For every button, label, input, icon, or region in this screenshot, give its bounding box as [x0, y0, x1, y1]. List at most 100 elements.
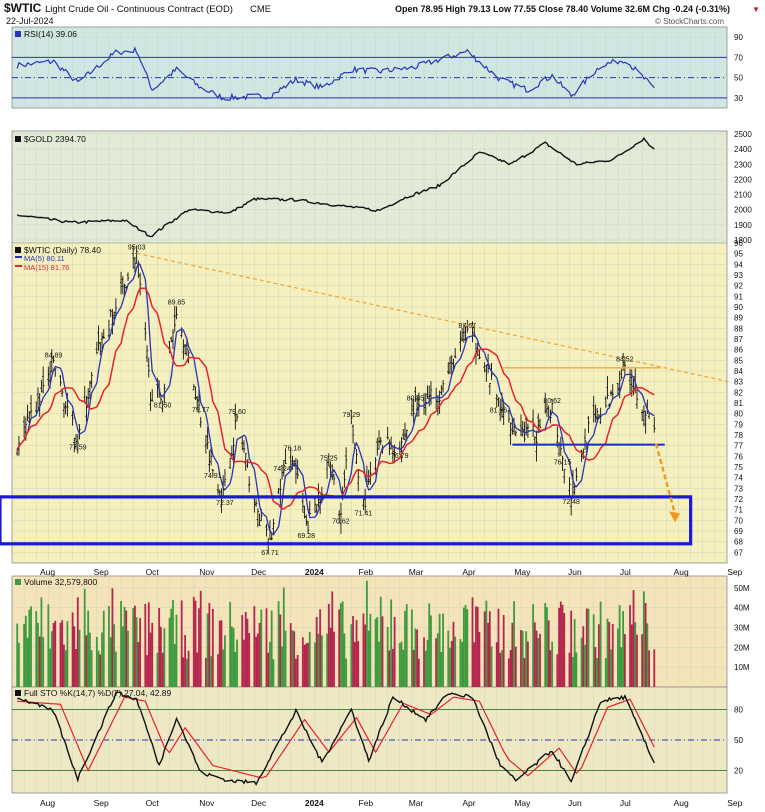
volume-bar — [277, 601, 280, 687]
price-tick-label: 72 — [734, 495, 743, 504]
sto-tick-label: 50 — [734, 736, 743, 745]
volume-bar — [317, 633, 320, 687]
volume-bar — [234, 652, 237, 687]
volume-bar — [466, 609, 469, 687]
volume-bar — [561, 604, 564, 687]
chart-date: 22-Jul-2024 — [6, 16, 54, 26]
volume-bar — [568, 652, 571, 687]
volume-bar — [256, 633, 259, 687]
volume-bar — [449, 647, 451, 687]
volume-bar — [161, 652, 164, 687]
price-tick-label: 67 — [734, 548, 743, 557]
volume-bar — [196, 652, 199, 687]
volume-bar — [90, 650, 93, 687]
price-annotation: 79.60 — [228, 409, 246, 416]
price-tick-label: 80 — [734, 410, 743, 419]
price-annotation: 77.59 — [69, 444, 87, 451]
volume-bar — [28, 609, 31, 687]
volume-bar — [66, 621, 69, 687]
volume-bar — [113, 624, 116, 687]
volume-bar — [307, 642, 309, 687]
x-axis-label: Sep — [94, 798, 109, 808]
volume-bar — [180, 600, 183, 687]
volume-bar — [617, 628, 619, 687]
volume-bar — [587, 608, 590, 687]
volume-bar — [158, 607, 161, 687]
gold-tick-label: 1900 — [734, 221, 752, 230]
volume-bar — [423, 637, 425, 687]
volume-bar — [315, 616, 318, 687]
price-tick-label: 84 — [734, 367, 743, 376]
volume-bar — [551, 641, 554, 687]
volume-bar — [630, 624, 633, 687]
volume-bar — [218, 620, 221, 687]
volume-bar — [102, 610, 105, 687]
price-annotation: 75.25 — [320, 455, 338, 462]
x-axis-label: Sep — [727, 567, 742, 577]
volume-bar — [402, 649, 405, 687]
gold-tick-label: 2500 — [734, 130, 752, 139]
x-axis-label: Aug — [40, 567, 55, 577]
volume-bar — [450, 640, 453, 687]
volume-bar — [495, 642, 498, 687]
volume-bar — [83, 588, 86, 687]
price-annotation: 79.29 — [343, 412, 361, 419]
volume-bar — [653, 649, 656, 687]
volume-bar — [260, 609, 263, 687]
volume-bar — [502, 615, 505, 687]
volume-bar — [320, 635, 323, 687]
volume-bar — [398, 643, 401, 687]
volume-bar — [611, 623, 614, 687]
volume-bar — [163, 628, 166, 687]
price-tick-label: 81 — [734, 399, 743, 408]
volume-bar — [50, 631, 53, 687]
price-annotation: 87.67 — [459, 323, 477, 330]
volume-bar — [194, 600, 197, 687]
volume-bar — [454, 636, 457, 687]
volume-bar — [121, 626, 124, 687]
volume-bar — [353, 641, 356, 687]
volume-bar — [24, 615, 27, 687]
volume-bar — [364, 624, 367, 687]
x-axis-label: Dec — [251, 567, 267, 577]
volume-bar — [596, 658, 599, 687]
x-axis-label: May — [514, 798, 531, 808]
volume-bar — [544, 603, 547, 687]
price-tick-label: 95 — [734, 250, 743, 259]
price-annotation: 84.89 — [45, 353, 63, 360]
x-axis-label: Jul — [620, 567, 631, 577]
volume-bar — [488, 611, 491, 687]
volume-bar — [301, 637, 304, 687]
volume-bar — [246, 618, 249, 687]
volume-bar — [30, 606, 32, 687]
volume-bar — [648, 650, 650, 687]
price-annotation: 80.85 — [407, 396, 425, 403]
volume-bar — [527, 641, 529, 687]
volume-bar — [438, 613, 441, 687]
volume-bar — [295, 658, 297, 687]
volume-bar — [85, 635, 88, 687]
volume-bar — [514, 646, 517, 687]
price-tick-label: 77 — [734, 442, 743, 451]
volume-bar — [217, 654, 219, 687]
volume-bar — [319, 609, 322, 687]
volume-bar — [623, 634, 626, 687]
x-axis-label: Apr — [462, 567, 475, 577]
price-tick-label: 85 — [734, 356, 743, 365]
rsi-tick-label: 90 — [734, 33, 743, 42]
volume-bar — [404, 610, 406, 687]
volume-bar — [16, 623, 19, 687]
volume-bar — [284, 630, 287, 687]
volume-bar — [253, 606, 256, 687]
volume-bar — [42, 637, 45, 687]
volume-bar — [424, 650, 427, 687]
volume-bar — [258, 622, 261, 687]
volume-bar — [499, 652, 502, 687]
volume-bar — [367, 630, 370, 687]
volume-bar — [585, 608, 588, 687]
volume-bar — [559, 601, 562, 687]
volume-bar — [23, 623, 26, 687]
x-axis: Aug Aug Sep Sep Oct Oct Nov Nov Dec Dec 2024 2024 Fe… — [40, 567, 743, 808]
volume-bar — [535, 630, 538, 687]
x-axis-label: Feb — [359, 567, 374, 577]
